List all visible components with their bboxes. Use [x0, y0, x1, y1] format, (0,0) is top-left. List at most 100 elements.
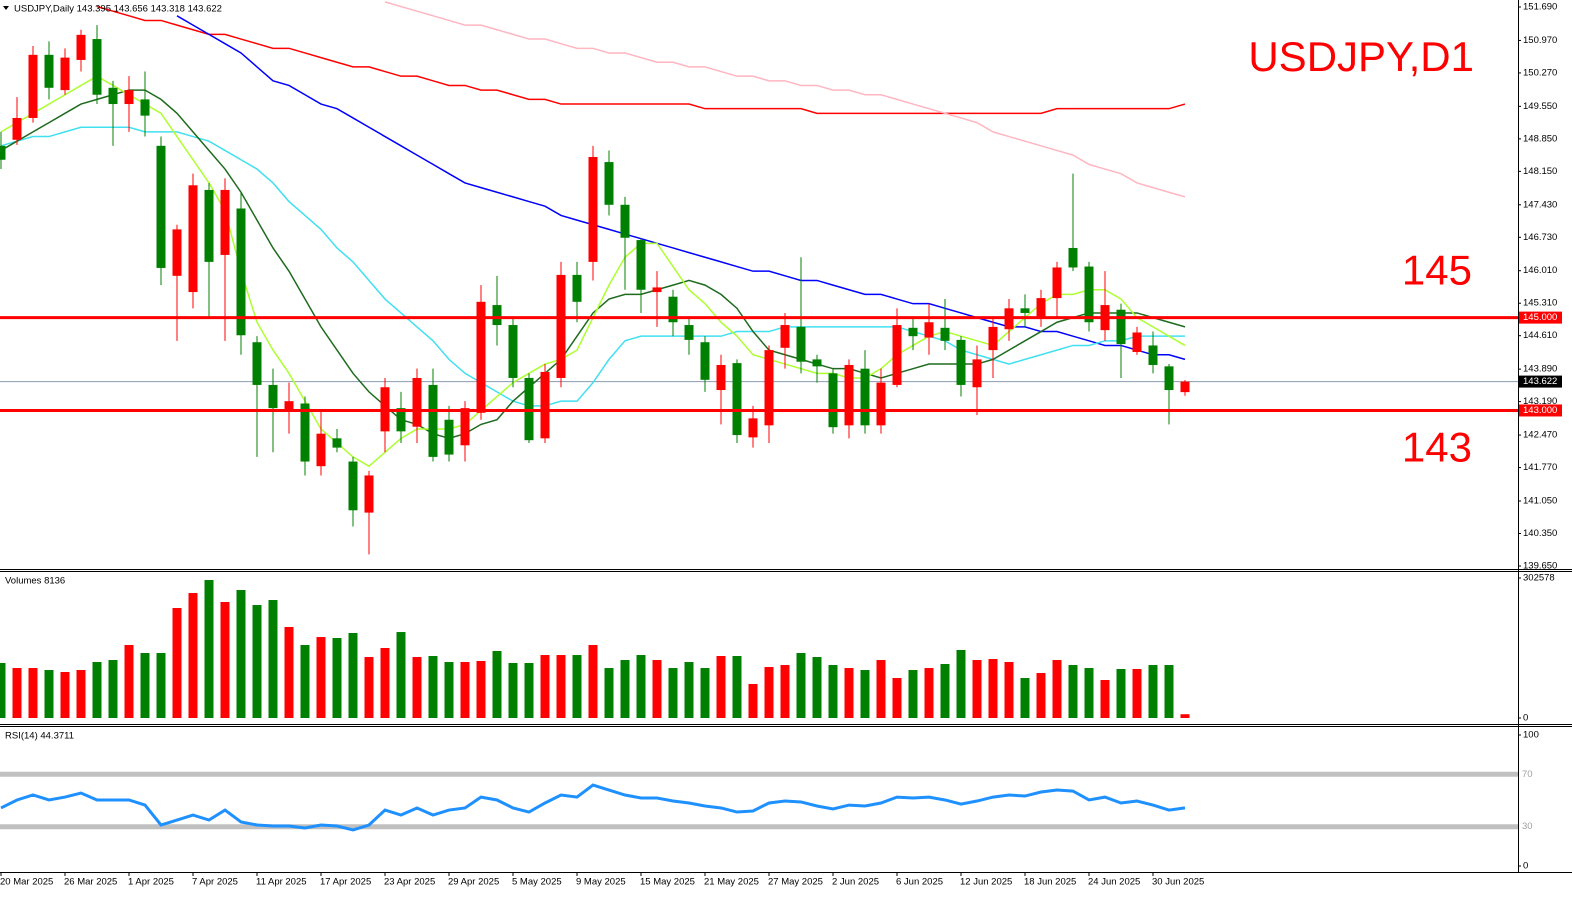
volume-bar	[1164, 665, 1174, 718]
candle-body	[1036, 298, 1046, 318]
y-tick-label: 141.770	[1523, 462, 1557, 473]
x-tick-label: 5 May 2025	[512, 877, 562, 888]
volume-bar	[0, 662, 6, 718]
volume-title: Volumes 8136	[5, 576, 65, 587]
volume-bar	[156, 652, 166, 718]
candle-body	[76, 34, 86, 60]
volume-bar	[540, 655, 550, 718]
rsi-level-label: 70	[1522, 769, 1533, 780]
candle-body	[268, 384, 278, 409]
rsi-panel	[0, 771, 1518, 832]
y-tick-label: 151.690	[1523, 2, 1557, 13]
x-tick-label: 20 Mar 2025	[0, 877, 53, 888]
candle-body	[28, 54, 38, 118]
y-tick-label: 142.470	[1523, 430, 1557, 441]
candle-body	[348, 461, 358, 511]
candle-body	[1164, 366, 1174, 391]
candle-body	[108, 87, 118, 105]
candle-body	[156, 145, 166, 268]
volume-bar	[28, 668, 38, 718]
volume-bar	[780, 665, 790, 718]
symbol-annotation: USDJPY,D1	[1248, 33, 1474, 80]
y-tick-label: 0	[1523, 861, 1528, 872]
y-tick-label: 100	[1523, 730, 1539, 741]
y-tick-label: 143.190	[1523, 396, 1557, 407]
volume-bar	[796, 652, 806, 718]
volume-bar	[92, 662, 102, 718]
last-price-label: 143.622	[1523, 376, 1557, 387]
x-tick-label: 12 Jun 2025	[960, 877, 1012, 888]
candle-body	[412, 377, 422, 427]
y-tick-label: 148.150	[1523, 166, 1557, 177]
volume-bar	[444, 662, 454, 718]
candle-body	[764, 350, 774, 426]
moving-average	[96, 5, 1186, 115]
volume-bar	[396, 632, 406, 718]
x-tick-label: 15 May 2025	[640, 877, 695, 888]
volume-bar	[924, 668, 934, 718]
chart-header: USDJPY,Daily 143.395 143.656 143.318 143…	[14, 4, 222, 15]
volume-bar	[876, 660, 886, 718]
volume-bar	[428, 655, 438, 718]
candle-body	[124, 90, 134, 105]
x-tick-label: 7 Apr 2025	[192, 877, 238, 888]
candle-body	[460, 408, 470, 446]
level-label: 145.000	[1523, 312, 1557, 323]
volume-bar	[172, 608, 182, 718]
candle-body	[396, 408, 406, 432]
volume-bar	[268, 600, 278, 718]
rsi-title: RSI(14) 44.3711	[5, 731, 74, 742]
y-tick-label: 140.350	[1523, 528, 1557, 539]
candle-body	[172, 229, 182, 276]
candle-body	[892, 325, 902, 385]
level-annotation: 145	[1402, 247, 1472, 294]
volume-bar	[860, 670, 870, 718]
candle-body	[860, 368, 870, 426]
volume-bar	[588, 644, 598, 718]
volume-bar	[236, 590, 246, 718]
candle-body	[476, 301, 486, 413]
candle-body	[812, 359, 822, 367]
volume-bar	[1148, 665, 1158, 718]
x-tick-label: 27 May 2025	[768, 877, 823, 888]
volume-bar	[828, 665, 838, 718]
volume-bar	[412, 657, 422, 718]
volume-bar	[460, 662, 470, 718]
y-tick-label: 147.430	[1523, 199, 1557, 210]
candle-body	[252, 342, 262, 385]
volume-bar	[332, 638, 342, 718]
volume-panel	[0, 580, 1190, 718]
volume-bar	[76, 670, 86, 718]
candle-body	[12, 117, 22, 140]
x-tick-label: 21 May 2025	[704, 877, 759, 888]
volume-bar	[44, 670, 54, 718]
candle-body	[924, 322, 934, 338]
volume-bar	[572, 655, 582, 718]
volume-bar	[316, 637, 326, 718]
candle-body	[652, 287, 662, 293]
volume-bar	[636, 655, 646, 718]
volume-bar	[556, 655, 566, 718]
x-tick-label: 2 Jun 2025	[832, 877, 879, 888]
x-tick-label: 6 Jun 2025	[896, 877, 943, 888]
y-tick-label: 150.970	[1523, 35, 1557, 46]
candle-body	[316, 433, 326, 467]
y-tick-label: 148.850	[1523, 133, 1557, 144]
candle-body	[844, 364, 854, 426]
level-annotation: 143	[1402, 424, 1472, 471]
volume-bar	[252, 605, 262, 718]
y-tick-label: 146.010	[1523, 265, 1557, 276]
candle-body	[684, 325, 694, 340]
candle-body	[300, 403, 310, 462]
volume-bar	[604, 668, 614, 718]
volume-bar	[300, 644, 310, 718]
volume-bar	[12, 668, 22, 718]
volume-bar	[1100, 680, 1110, 718]
panel-borders	[0, 0, 1572, 873]
volume-bar	[508, 662, 518, 718]
volume-bar	[732, 655, 742, 718]
volume-bar	[492, 651, 502, 718]
volume-bar	[1116, 669, 1126, 718]
rsi-line	[0, 783, 1186, 832]
volume-bar	[684, 662, 694, 718]
